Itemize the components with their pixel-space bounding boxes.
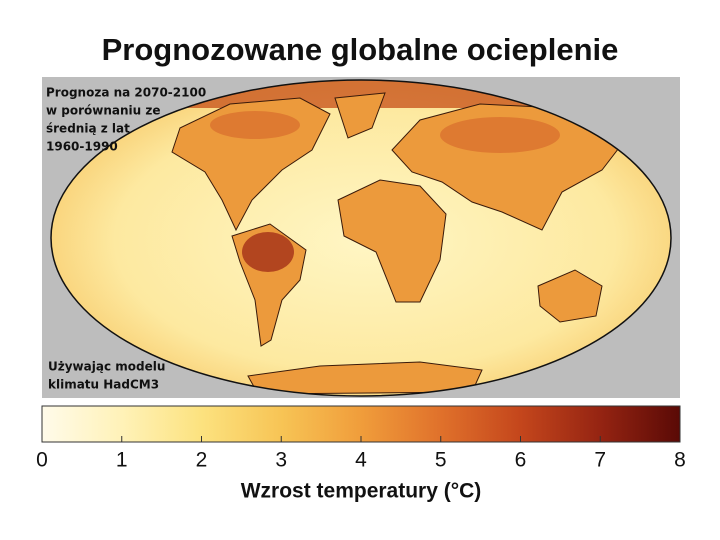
forecast-note: 1960-1990: [46, 140, 118, 154]
globe-outline: [50, 79, 672, 397]
world-map: [51, 80, 671, 396]
colorbar-tick-label: 4: [355, 449, 367, 472]
colorbar-tick-label: 8: [674, 449, 686, 472]
forecast-note: Prognoza na 2070-2100: [46, 86, 206, 100]
colorbar-tick-label: 3: [275, 449, 287, 472]
forecast-note: w porównaniu ze: [46, 104, 161, 118]
colorbar-tick-label: 1: [116, 449, 128, 472]
colorbar-tick-label: 7: [594, 449, 606, 472]
model-note: klimatu HadCM3: [48, 378, 159, 392]
colorbar-tick-label: 0: [36, 449, 48, 472]
colorbar-label: Wzrost temperatury (°C): [241, 480, 482, 503]
colorbar-tick-label: 6: [515, 449, 527, 472]
colorbar-tick-label: 5: [435, 449, 447, 472]
forecast-note: średnią z lat: [46, 122, 130, 136]
model-note: Używając modelu: [48, 360, 165, 374]
colorbar-tick-label: 2: [196, 449, 208, 472]
title: Prognozowane globalne ocieplenie: [102, 32, 619, 67]
